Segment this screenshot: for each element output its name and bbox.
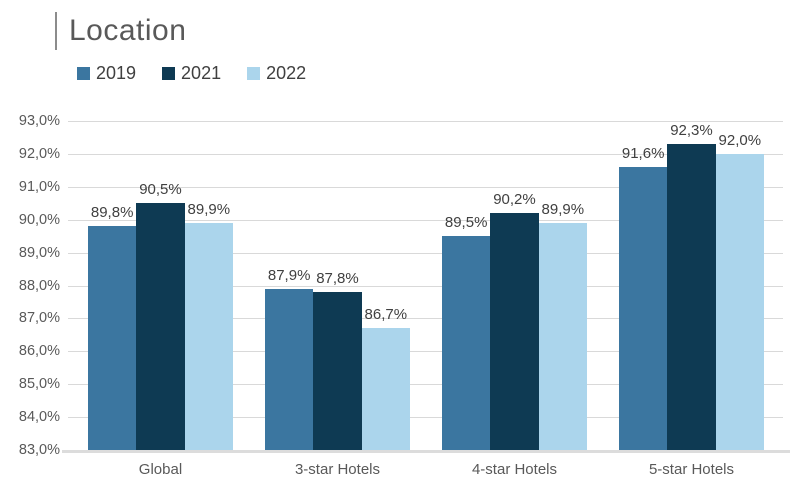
data-label-2022-3-star-hotels: 86,7% — [364, 306, 408, 324]
chart-title-row: Location — [55, 10, 186, 52]
gridline — [68, 318, 783, 320]
y-axis-tick-label: 88,0% — [18, 277, 60, 294]
gridline — [68, 219, 783, 221]
data-label-2021-4-star-hotels: 90,2% — [493, 191, 536, 209]
legend: 2019 2021 2022 — [77, 63, 332, 84]
legend-marker-icon — [162, 67, 176, 80]
category-label-4-star-hotels: 4-star Hotels — [471, 461, 557, 478]
bar-2019-5-star-hotels — [619, 167, 668, 450]
legend-label: 2021 — [181, 63, 222, 83]
y-axis-tick-label: 91,0% — [18, 178, 60, 195]
y-axis-tick-label: 85,0% — [18, 376, 60, 393]
category-label-global: Global — [138, 461, 183, 478]
data-label-2019-global: 89,8% — [90, 204, 134, 222]
y-axis-tick-label: 92,0% — [18, 145, 60, 162]
bar-2022-global — [184, 222, 233, 450]
chart-title: Location — [69, 14, 187, 47]
bar-2019-global — [88, 226, 137, 450]
legend-label: 2022 — [266, 63, 307, 83]
gridline — [68, 121, 783, 122]
y-axis-tick-label: 86,0% — [18, 343, 60, 360]
bar-2019-4-star-hotels — [442, 236, 491, 450]
legend-item-2022: 2022 — [247, 63, 306, 84]
data-label-2021-3-star-hotels: 87,8% — [316, 270, 359, 288]
bar-2021-3-star-hotels — [313, 292, 362, 450]
title-accent-bar — [55, 12, 57, 50]
legend-label: 2019 — [96, 63, 137, 83]
gridline — [68, 351, 783, 353]
category-label-5-star-hotels: 5-star Hotels — [648, 461, 734, 478]
y-axis-tick-label: 93,0% — [18, 113, 60, 129]
gridline — [68, 153, 783, 155]
gridline — [68, 252, 783, 254]
y-axis-tick-label: 87,0% — [18, 310, 60, 327]
legend-marker-icon — [77, 67, 90, 80]
bar-2021-4-star-hotels — [490, 213, 539, 450]
legend-marker-icon — [247, 67, 261, 80]
gridline — [68, 285, 783, 287]
data-label-2022-4-star-hotels: 89,9% — [541, 200, 585, 218]
gridline — [68, 186, 783, 188]
data-label-2019-5-star-hotels: 91,6% — [621, 145, 665, 163]
bar-2022-4-star-hotels — [538, 222, 587, 450]
gridline — [68, 417, 783, 419]
data-label-2021-global: 90,5% — [139, 181, 182, 199]
data-label-2019-4-star-hotels: 89,5% — [444, 214, 488, 232]
data-label-2022-5-star-hotels: 92,0% — [718, 131, 762, 149]
y-axis-tick-label: 89,0% — [18, 244, 60, 261]
bar-2021-5-star-hotels — [667, 144, 716, 450]
bar-2021-global — [136, 203, 185, 450]
y-axis-tick-label: 83,0% — [18, 442, 60, 458]
gridline — [68, 384, 783, 386]
bar-2022-5-star-hotels — [715, 153, 764, 450]
bar-2019-3-star-hotels — [265, 288, 314, 450]
x-axis-line — [62, 450, 790, 453]
data-label-2021-5-star-hotels: 92,3% — [670, 122, 713, 140]
y-axis-tick-label: 90,0% — [18, 211, 60, 228]
data-label-2022-global: 89,9% — [187, 200, 231, 218]
category-label-3-star-hotels: 3-star Hotels — [294, 461, 380, 478]
data-label-2019-3-star-hotels: 87,9% — [267, 266, 311, 284]
legend-item-2021: 2021 — [162, 63, 221, 84]
y-axis-tick-label: 84,0% — [18, 409, 60, 426]
legend-item-2019: 2019 — [77, 63, 136, 84]
bar-2022-3-star-hotels — [361, 328, 410, 450]
